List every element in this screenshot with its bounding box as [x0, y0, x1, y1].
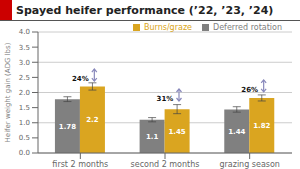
html-text:Burns/graze: Burns/graze [144, 23, 192, 32]
svg-text:1.1: 1.1 [146, 133, 159, 141]
svg-text:Heifer weight gain (ADG lbs): Heifer weight gain (ADG lbs) [8, 42, 12, 142]
svg-text:1.44: 1.44 [228, 128, 245, 136]
svg-text:1.0: 1.0 [19, 119, 30, 127]
svg-text:1.82: 1.82 [253, 122, 270, 130]
svg-text:31%: 31% [157, 95, 174, 103]
svg-text:2.0: 2.0 [19, 89, 30, 97]
svg-text:3.5: 3.5 [19, 44, 30, 52]
svg-text:0.5: 0.5 [19, 134, 30, 142]
svg-text:4.0: 4.0 [19, 28, 30, 36]
svg-text:second 2 months: second 2 months [131, 160, 200, 169]
svg-text:1.78: 1.78 [59, 123, 76, 131]
html-text:Spayed heifer performance (’22: Spayed heifer performance (’22, ’23, ’24… [16, 3, 274, 17]
svg-text:3.0: 3.0 [19, 59, 30, 67]
svg-text:1.5: 1.5 [19, 104, 30, 112]
svg-text:grazing season: grazing season [219, 160, 280, 169]
svg-text:2.2: 2.2 [86, 116, 99, 124]
svg-text:2.5: 2.5 [19, 74, 30, 82]
svg-text:24%: 24% [72, 75, 89, 83]
svg-text:1.45: 1.45 [168, 128, 185, 136]
svg-text:first 2 months: first 2 months [52, 160, 108, 169]
html-text:Deferred rotation: Deferred rotation [213, 23, 282, 32]
svg-text:0.0: 0.0 [19, 149, 30, 157]
svg-text:26%: 26% [241, 86, 258, 94]
